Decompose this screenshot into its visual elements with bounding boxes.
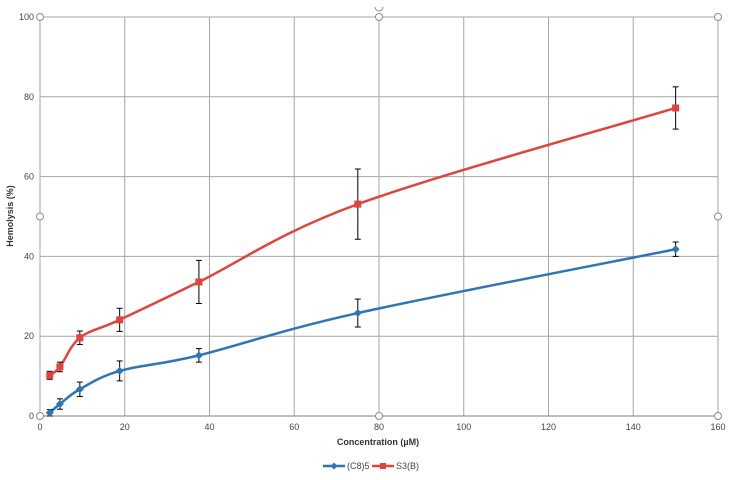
data-point — [194, 351, 203, 360]
x-tick-label: 100 — [456, 422, 471, 432]
y-tick-label: 40 — [24, 251, 34, 261]
y-tick-label: 0 — [29, 411, 34, 421]
data-point — [195, 278, 203, 286]
data-point — [672, 104, 680, 112]
x-tick-label: 120 — [541, 422, 556, 432]
legend-label: S3(B) — [396, 461, 419, 471]
series-2 — [46, 86, 680, 380]
y-tick-label: 80 — [24, 92, 34, 102]
data-point — [115, 366, 124, 375]
y-tick-label: 100 — [19, 12, 34, 22]
resize-handle[interactable] — [36, 13, 44, 21]
data-point — [56, 363, 64, 371]
x-axis-title: Concentration (µM) — [337, 437, 419, 447]
legend-entry-2: S3(B) — [372, 461, 419, 471]
y-tick-label: 20 — [24, 331, 34, 341]
series-1 — [45, 241, 680, 417]
tick-labels: 0 20 40 60 80 100 120 140 160 0 20 40 60 80 100 — [19, 12, 726, 432]
resize-handle[interactable] — [375, 412, 383, 420]
selection-handles[interactable] — [36, 6, 722, 420]
legend-marker — [380, 463, 386, 469]
y-tick-label: 60 — [24, 172, 34, 182]
data-point — [45, 408, 54, 417]
x-tick-label: 140 — [626, 422, 641, 432]
legend: (C8)5 S3(B) — [323, 461, 419, 471]
series-layer — [45, 86, 680, 417]
gridlines — [39, 16, 719, 417]
x-tick-label: 160 — [710, 422, 725, 432]
legend-entry-1: (C8)5 — [323, 461, 370, 471]
data-point — [354, 200, 362, 208]
x-tick-label: 80 — [374, 422, 384, 432]
y-axis-title: Hemolysis (%) — [5, 185, 15, 247]
legend-marker — [330, 462, 338, 470]
data-point — [671, 245, 680, 254]
resize-handle[interactable] — [714, 412, 722, 420]
data-point — [75, 385, 84, 394]
resize-handle[interactable] — [714, 13, 722, 21]
resize-handle[interactable] — [36, 412, 44, 420]
x-tick-label: 60 — [289, 422, 299, 432]
series-line — [48, 106, 676, 377]
resize-handle[interactable] — [375, 13, 383, 21]
data-point — [55, 400, 64, 409]
resize-handle[interactable] — [36, 212, 44, 221]
x-tick-label: 0 — [37, 422, 42, 432]
data-point — [116, 316, 124, 324]
data-point — [353, 309, 362, 318]
x-tick-label: 20 — [120, 422, 130, 432]
rotate-handle[interactable] — [374, 6, 384, 12]
legend-label: (C8)5 — [347, 461, 370, 471]
data-point — [76, 334, 84, 342]
series-line — [48, 247, 676, 414]
resize-handle[interactable] — [714, 212, 722, 221]
data-point — [46, 371, 54, 379]
x-tick-label: 40 — [204, 422, 214, 432]
